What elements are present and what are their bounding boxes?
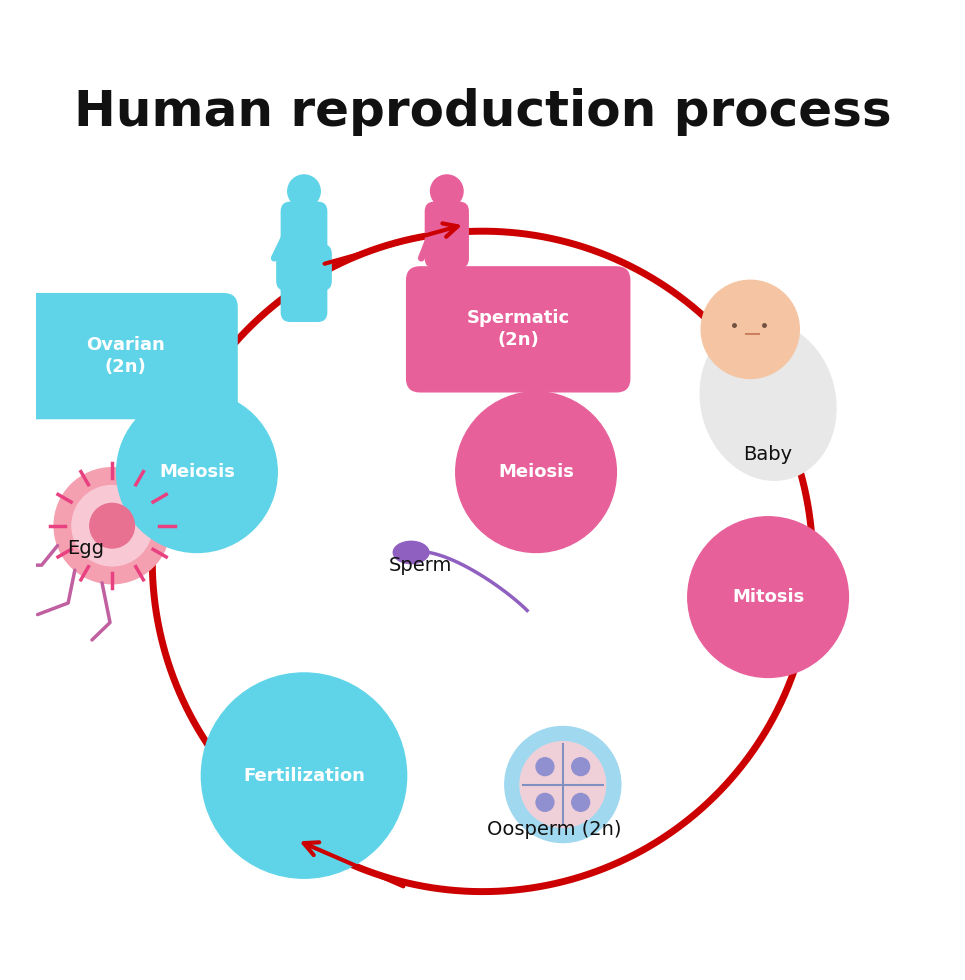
FancyBboxPatch shape [277, 245, 331, 290]
Text: Human reproduction process: Human reproduction process [73, 88, 892, 136]
FancyBboxPatch shape [282, 202, 327, 268]
Circle shape [702, 280, 799, 378]
Circle shape [505, 726, 620, 843]
FancyBboxPatch shape [406, 267, 630, 392]
Circle shape [536, 794, 554, 811]
Text: Sperm: Sperm [388, 557, 452, 575]
FancyBboxPatch shape [282, 251, 312, 321]
Circle shape [430, 175, 463, 208]
Circle shape [72, 485, 152, 565]
Text: Egg: Egg [67, 539, 104, 558]
Circle shape [688, 516, 848, 677]
Text: Meiosis: Meiosis [159, 464, 234, 481]
Polygon shape [417, 259, 477, 300]
Circle shape [536, 758, 554, 775]
Text: Spermatic
(2n): Spermatic (2n) [467, 310, 569, 350]
Text: Meiosis: Meiosis [498, 464, 574, 481]
Text: Ovarian
(2n): Ovarian (2n) [86, 336, 165, 376]
Circle shape [520, 742, 606, 827]
Text: Oosperm (2n): Oosperm (2n) [486, 819, 621, 839]
Circle shape [571, 794, 590, 811]
FancyBboxPatch shape [14, 294, 237, 418]
FancyBboxPatch shape [296, 251, 327, 321]
Circle shape [90, 504, 134, 548]
Ellipse shape [394, 541, 429, 564]
Text: Baby: Baby [743, 445, 792, 464]
FancyBboxPatch shape [426, 202, 468, 268]
Circle shape [455, 392, 617, 553]
Text: Mitosis: Mitosis [732, 588, 804, 606]
Circle shape [202, 673, 406, 878]
Ellipse shape [701, 321, 836, 480]
Circle shape [54, 467, 170, 584]
Circle shape [117, 392, 277, 553]
Circle shape [288, 175, 320, 208]
Circle shape [571, 758, 590, 775]
Text: Fertilization: Fertilization [243, 766, 365, 785]
